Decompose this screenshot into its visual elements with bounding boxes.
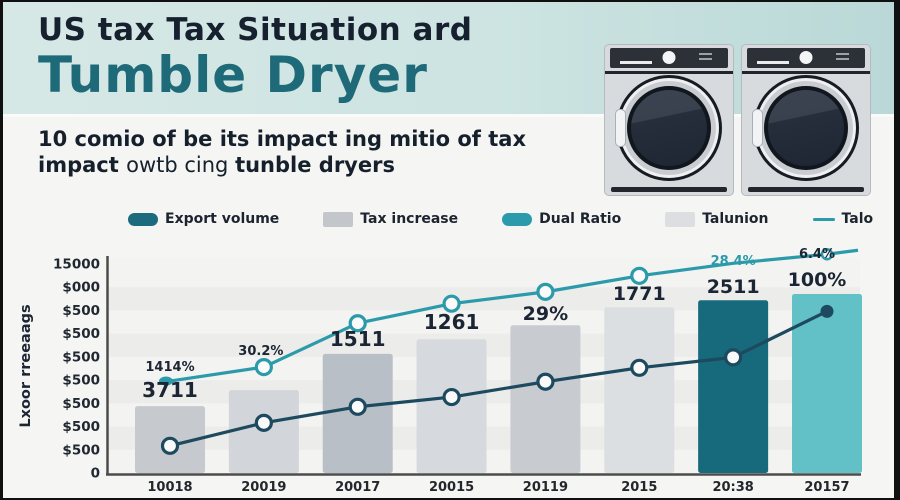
value-label: 30.2% <box>238 344 283 359</box>
legend-item: Export volume <box>128 211 279 227</box>
legend-swatch-icon <box>812 217 835 221</box>
y-axis-label: $500 <box>62 303 100 319</box>
dryer-separator <box>742 71 870 74</box>
dryer-panel-dash <box>620 61 652 64</box>
value-label: 2511 <box>707 276 760 298</box>
legend-item: Talunion <box>665 211 769 227</box>
line-marker <box>536 372 555 391</box>
line-marker <box>348 397 367 416</box>
value-label: 6.4% <box>799 247 835 262</box>
dryer-panel-dash <box>836 58 849 60</box>
value-label: 1414% <box>145 360 194 375</box>
dryer-base-strip <box>748 187 864 192</box>
page-title-line2: Tumble Dryer <box>38 46 428 104</box>
legend-item: Dual Ratio <box>502 211 621 227</box>
y-axis-label: $500 <box>62 419 100 435</box>
x-axis-label: 20017 <box>335 480 380 495</box>
line-marker <box>160 436 180 455</box>
line-marker <box>348 314 367 333</box>
dryer-separator <box>605 71 733 74</box>
x-axis-label: 2015 <box>621 480 657 495</box>
line-marker <box>442 294 461 313</box>
legend-item-label: Talunion <box>702 211 769 227</box>
bar-2015 <box>604 307 675 473</box>
line-marker <box>630 358 649 377</box>
dryer-panel-dash <box>699 53 712 55</box>
dryer-panel-dash <box>836 53 849 55</box>
dryer-panel-dash <box>699 58 712 60</box>
line-marker <box>630 266 649 285</box>
subtitle-line2: impact owtb cing tunble dryers <box>38 153 395 177</box>
dryer-door-handle-icon <box>752 109 763 147</box>
value-label: 28.4% <box>711 254 756 269</box>
x-axis-label: 20:38 <box>712 480 753 495</box>
bar-20119 <box>510 325 581 473</box>
dryer-knob-icon <box>662 51 676 64</box>
dryer-door-glass <box>764 86 848 170</box>
value-label: 1511 <box>330 327 386 351</box>
y-axis-label: 0 <box>91 466 100 482</box>
value-label: 1261 <box>424 310 480 334</box>
y-axis-title: Lxoor rreeaags <box>18 304 34 427</box>
page-title-line1: US tax Tax Situation ard <box>38 12 473 48</box>
dryer-knob-icon <box>799 51 813 64</box>
y-axis-label: $500 <box>62 373 100 389</box>
line-marker <box>820 247 834 261</box>
y-axis-label: $000 <box>62 280 100 296</box>
legend-item-label: Export volume <box>165 211 280 227</box>
dryer-door-glass <box>627 86 711 170</box>
x-axis-label: 20157 <box>804 480 849 495</box>
y-axis-label: 15000 <box>53 257 100 273</box>
bar-20157 <box>791 293 862 473</box>
chart-legend: Export volume Tax increase Dual Ratio Talun… <box>128 211 873 227</box>
line-marker <box>820 304 834 318</box>
dryer-control-panel <box>747 48 865 68</box>
legend-item-label: Tax increase <box>360 211 459 227</box>
y-axis-label: $500 <box>62 326 100 342</box>
tumble-dryer-icon <box>604 44 734 196</box>
legend-item-label: Talo <box>841 211 874 227</box>
dryer-door-icon <box>615 75 722 181</box>
tumble-dryer-icon <box>741 44 871 196</box>
legend-swatch-icon <box>128 212 158 226</box>
x-axis-label: 20015 <box>429 480 474 495</box>
legend-swatch-icon <box>665 211 696 227</box>
legend-swatch-icon <box>323 211 354 227</box>
x-axis-label: 20119 <box>523 480 568 495</box>
value-label: 3711 <box>142 378 198 402</box>
dryer-base-strip <box>611 187 727 192</box>
legend-swatch-icon <box>502 212 533 226</box>
dryer-door-handle-icon <box>615 109 626 147</box>
dryer-panel-dash <box>757 61 789 64</box>
dryer-door-icon <box>752 75 859 181</box>
subtitle-line1: 10 comio of be its impact ing mitio of t… <box>38 127 526 151</box>
value-label: 1771 <box>613 283 666 305</box>
legend-item: Talo <box>812 211 874 227</box>
x-axis-label: 10018 <box>147 480 192 495</box>
x-axis-label: 20019 <box>241 480 286 495</box>
line-marker <box>536 282 555 301</box>
line-marker <box>442 387 461 407</box>
y-axis-label: $500 <box>62 442 100 458</box>
legend-item-label: Dual Ratio <box>539 211 622 227</box>
bar-20:38 <box>698 300 769 473</box>
y-axis-label: $500 <box>62 396 100 412</box>
y-axis-label: $500 <box>62 349 100 365</box>
legend-item: Tax increase <box>323 211 458 227</box>
line-marker <box>254 358 273 377</box>
export-volume-line <box>169 309 828 448</box>
value-label: 29% <box>523 303 568 325</box>
dryer-control-panel <box>610 48 728 68</box>
line-marker <box>159 376 173 386</box>
line-marker <box>254 413 273 432</box>
line-marker <box>724 348 743 367</box>
value-label: 100% <box>788 269 847 291</box>
page-subtitle: 10 comio of be its impact ing mitio of t… <box>38 126 526 178</box>
